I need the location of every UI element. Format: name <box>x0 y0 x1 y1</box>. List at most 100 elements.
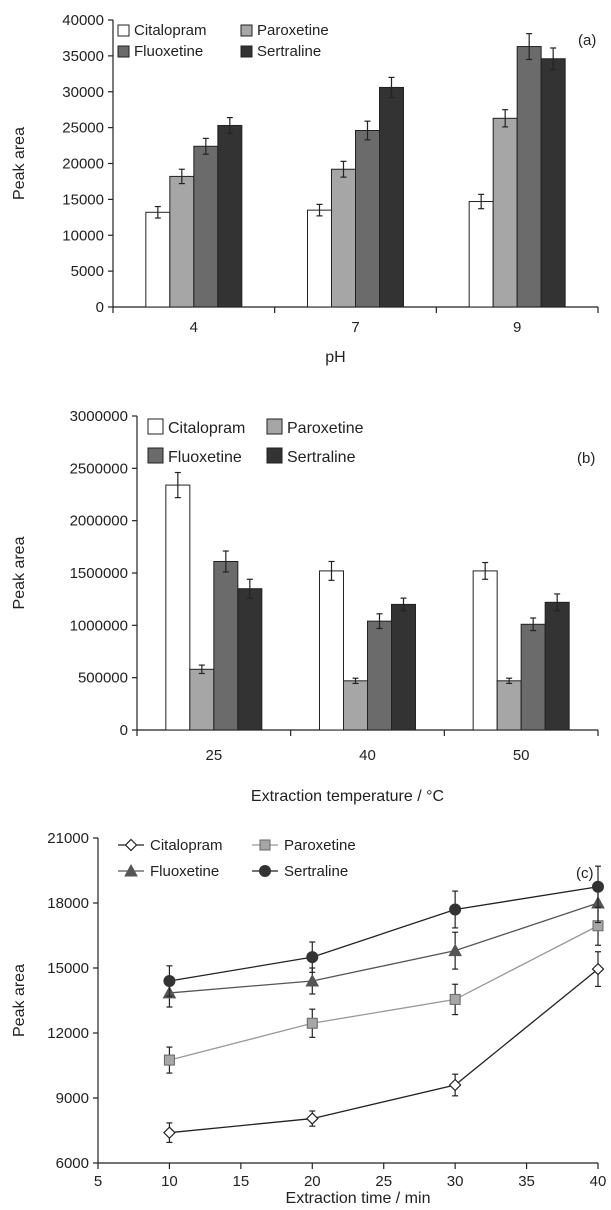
y-axis-title: Peak area <box>11 127 28 200</box>
bar-paroxetine <box>331 168 356 308</box>
point-paroxetine <box>449 993 461 1005</box>
x-tick-label: 20 <box>304 1173 321 1190</box>
bar-sertraline <box>391 603 416 731</box>
bar-sertraline <box>237 588 263 731</box>
legend-label: Sertraline <box>257 43 321 60</box>
legend-label: Citalopram <box>150 837 223 854</box>
legend-label: Paroxetine <box>257 22 329 39</box>
point-sertraline <box>163 975 176 987</box>
bar-sertraline <box>217 124 243 308</box>
y-tick-label: 9000 <box>56 1090 89 1107</box>
x-tick-label: 30 <box>447 1173 464 1190</box>
chart-c: 6000 9000 12000 15000 18000 21000 5 10 15 20 25 30 3… <box>11 830 606 1207</box>
legend-label: Fluoxetine <box>168 449 242 466</box>
legend-swatch-citalopram <box>117 24 130 37</box>
x-axis-title: Extraction temperature / °C <box>251 788 444 805</box>
point-fluoxetine <box>305 973 320 987</box>
bar-fluoxetine <box>355 129 380 308</box>
point-sertraline <box>592 880 604 893</box>
y-tick-label: 500000 <box>78 670 128 687</box>
bar-sertraline <box>544 601 570 731</box>
x-tick-label: 25 <box>375 1173 392 1190</box>
series-line-fluoxetine <box>169 902 599 994</box>
y-tick-label: 1500000 <box>70 565 128 582</box>
x-tick-label: 40 <box>590 1173 607 1190</box>
y-tick-label: 21000 <box>47 830 89 847</box>
bar-sertraline <box>379 86 404 308</box>
y-axis-title: Peak area <box>11 536 28 609</box>
series-line-sertraline <box>169 886 599 982</box>
legend-label: Fluoxetine <box>134 43 203 60</box>
x-tick-label: 10 <box>161 1173 178 1190</box>
point-sertraline <box>306 951 319 964</box>
bar-fluoxetine <box>367 620 392 731</box>
bar-citalopram <box>145 211 171 308</box>
x-axis-title: Extraction time / min <box>286 1190 431 1207</box>
bar-citalopram <box>307 209 332 308</box>
y-tick-label: 6000 <box>56 1155 89 1172</box>
x-tick-label: 25 <box>205 747 222 764</box>
legend-swatch-paroxetine <box>266 418 283 435</box>
bar-fluoxetine <box>193 145 219 308</box>
y-tick-label: 0 <box>120 722 128 739</box>
chart-a: 0 5000 10000 15000 20000 25000 30000 35000 40000… <box>11 12 599 366</box>
x-tick-label: 4 <box>190 319 198 336</box>
bar-fluoxetine <box>213 560 239 731</box>
y-tick-label: 25000 <box>62 120 104 137</box>
x-tick-label: 7 <box>351 319 359 336</box>
x-tick-label: 9 <box>513 319 521 336</box>
panel-label: (c) <box>576 865 594 882</box>
y-tick-label: 15000 <box>62 191 104 208</box>
bar-citalopram <box>165 484 191 731</box>
y-tick-label: 18000 <box>47 895 89 912</box>
y-tick-label: 3000000 <box>70 408 128 425</box>
point-citalopram <box>305 1112 319 1125</box>
bar-citalopram <box>472 570 498 731</box>
bar-paroxetine <box>492 117 518 308</box>
legend-marker-paroxetine <box>259 839 271 851</box>
legend-swatch-citalopram <box>147 418 164 435</box>
x-tick-label: 40 <box>359 747 376 764</box>
x-tick-label: 15 <box>233 1173 250 1190</box>
bar-paroxetine <box>169 175 195 308</box>
bar-paroxetine <box>189 668 215 731</box>
legend-swatch-fluoxetine <box>147 447 164 464</box>
bar-fluoxetine <box>516 46 542 308</box>
series-line-paroxetine <box>169 925 599 1061</box>
point-citalopram <box>448 1078 462 1092</box>
y-tick-label: 15000 <box>47 960 89 977</box>
y-tick-label: 30000 <box>62 84 104 101</box>
y-tick-label: 40000 <box>62 12 104 29</box>
y-tick-label: 2500000 <box>70 460 128 477</box>
legend-label: Paroxetine <box>284 837 356 854</box>
y-tick-label: 5000 <box>71 263 104 280</box>
legend-label: Fluoxetine <box>150 863 219 880</box>
y-tick-label: 35000 <box>62 48 104 65</box>
y-axis-title: Peak area <box>11 964 28 1037</box>
x-tick-label: 35 <box>518 1173 535 1190</box>
legend-swatch-fluoxetine <box>117 45 130 58</box>
x-tick-label: 50 <box>513 747 530 764</box>
x-tick-label: 5 <box>94 1173 102 1190</box>
legend-label: Sertraline <box>284 863 348 880</box>
y-tick-label: 0 <box>96 299 104 316</box>
y-tick-label: 12000 <box>47 1025 89 1042</box>
point-sertraline <box>449 903 462 916</box>
bar-fluoxetine <box>520 623 546 731</box>
legend-swatch-sertraline <box>240 45 253 58</box>
panel-label: (a) <box>578 32 596 49</box>
y-tick-label: 20000 <box>62 156 104 173</box>
bar-sertraline <box>540 58 566 308</box>
legend-marker-fluoxetine <box>124 863 138 877</box>
x-axis-title: pH <box>325 349 345 366</box>
legend-label: Citalopram <box>168 420 245 437</box>
bar-paroxetine <box>496 680 522 731</box>
bar-citalopram <box>468 201 494 308</box>
series-line-citalopram <box>169 968 599 1134</box>
legend-marker-citalopram <box>124 838 138 852</box>
point-paroxetine <box>163 1054 175 1066</box>
y-tick-label: 2000000 <box>70 513 128 530</box>
y-tick-label: 1000000 <box>70 617 128 634</box>
legend-marker-sertraline <box>259 865 271 877</box>
